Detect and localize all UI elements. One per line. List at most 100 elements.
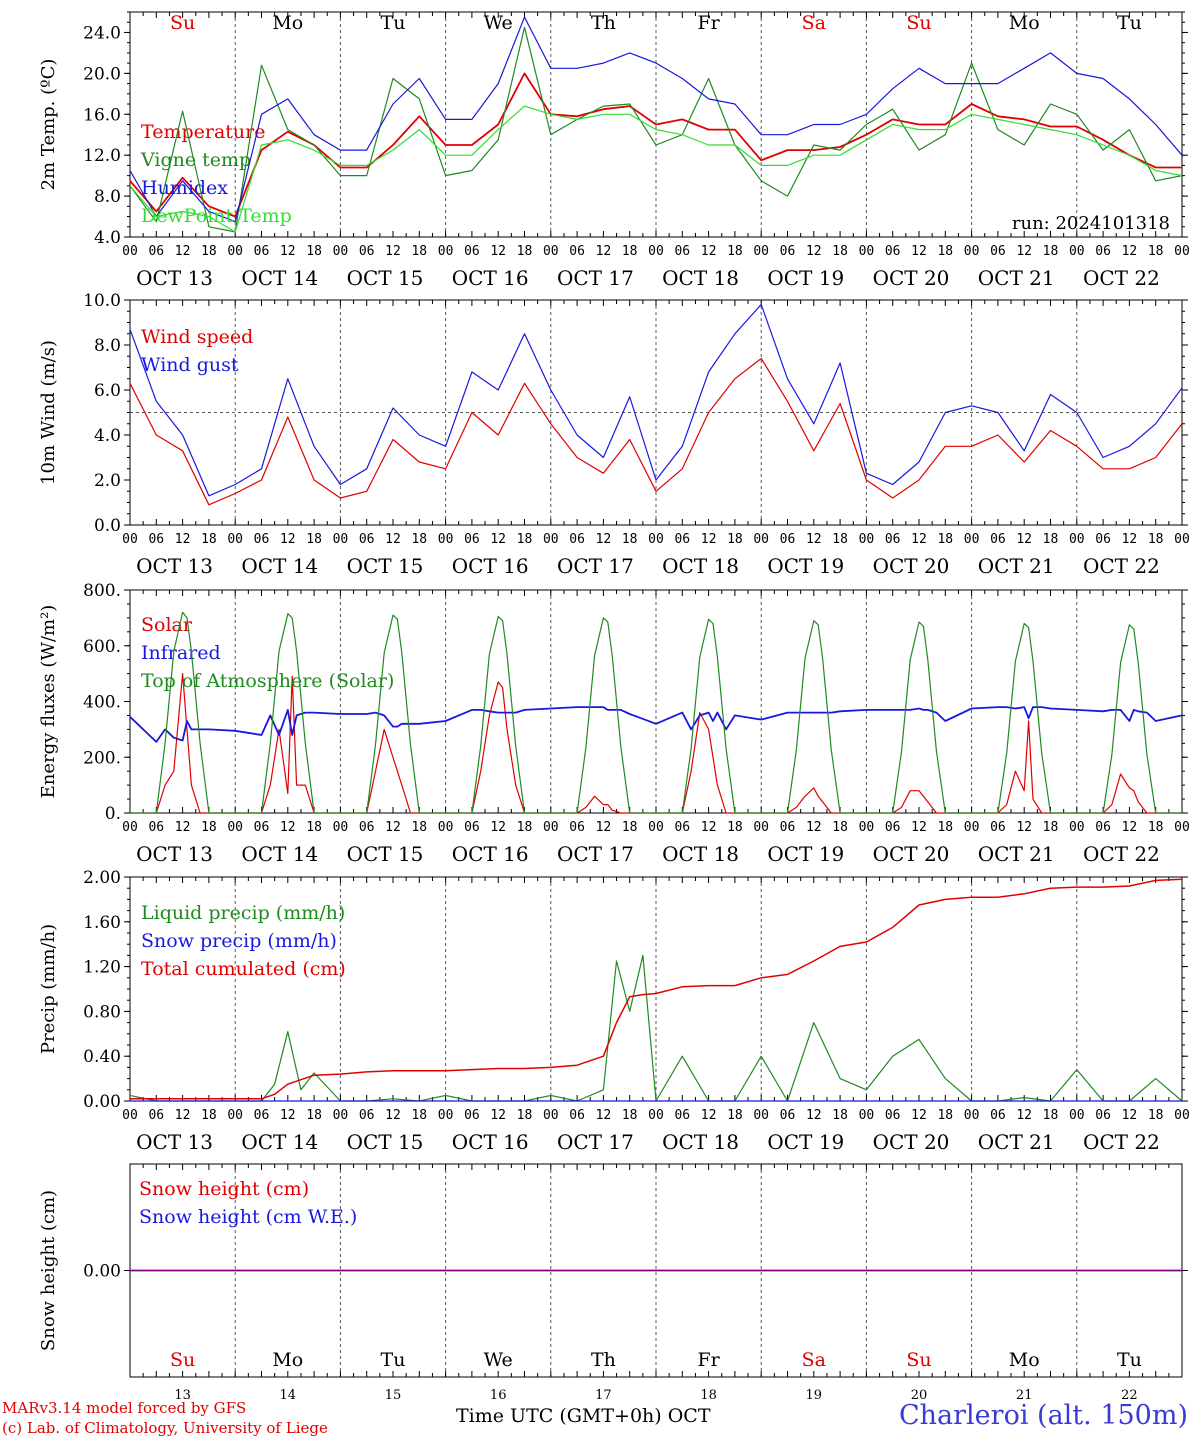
date-label: OCT 15 [347, 554, 424, 578]
hour-tick-label: 12 [806, 820, 822, 835]
hour-tick-label: 12 [175, 820, 191, 835]
legend-entry: Solar [141, 614, 193, 636]
hour-tick-label: 00 [438, 532, 454, 547]
y-tick-label: 4.0 [94, 426, 121, 446]
date-label: OCT 18 [662, 554, 739, 578]
hour-tick-label: 06 [1095, 1108, 1111, 1123]
hour-tick-label: 12 [490, 532, 506, 547]
date-label: OCT 18 [662, 266, 739, 290]
legend-entry: Infrared [141, 642, 221, 664]
hour-tick-label: 12 [1016, 820, 1032, 835]
date-label: OCT 14 [241, 554, 318, 578]
hour-tick-label: 00 [543, 1108, 559, 1123]
hour-tick-label: 06 [464, 244, 480, 259]
y-tick-label: 800. [83, 581, 121, 601]
date-label: OCT 13 [136, 842, 213, 866]
y-tick-label: 8.0 [94, 336, 121, 356]
hour-tick-label: 12 [701, 532, 717, 547]
date-label: OCT 15 [347, 1130, 424, 1154]
hour-tick-label: 18 [727, 532, 743, 547]
hour-tick-label: 12 [490, 244, 506, 259]
hour-tick-label: 06 [569, 244, 585, 259]
date-label: OCT 19 [767, 554, 844, 578]
station-name: Charleroi (alt. 150m) [899, 1400, 1188, 1431]
hour-tick-label: 06 [674, 1108, 690, 1123]
hour-tick-label: 18 [622, 532, 638, 547]
hour-tick-label: 12 [806, 1108, 822, 1123]
hour-tick-label: 12 [911, 820, 927, 835]
hour-tick-label: 00 [753, 244, 769, 259]
date-label: OCT 20 [873, 266, 950, 290]
hour-tick-label: 18 [832, 1108, 848, 1123]
date-label: OCT 18 [662, 1130, 739, 1154]
x-axis-title: Time UTC (GMT+0h) OCT [456, 1405, 711, 1427]
hour-tick-label: 00 [648, 532, 664, 547]
y-tick-label: 4.0 [94, 228, 121, 248]
day-number-label: 15 [385, 1388, 402, 1403]
date-label: OCT 19 [767, 266, 844, 290]
date-label: OCT 16 [452, 266, 529, 290]
weekday-label: Tu [1117, 1349, 1142, 1371]
hour-tick-label: 18 [622, 244, 638, 259]
hour-tick-label: 18 [832, 532, 848, 547]
date-label: OCT 22 [1083, 554, 1160, 578]
hour-tick-label: 18 [727, 1108, 743, 1123]
y-tick-label: 1.20 [83, 958, 121, 978]
hour-tick-label: 12 [701, 244, 717, 259]
hour-tick-label: 06 [464, 820, 480, 835]
date-label: OCT 20 [873, 1130, 950, 1154]
hour-tick-label: 00 [964, 1108, 980, 1123]
hour-tick-label: 06 [885, 1108, 901, 1123]
hour-tick-label: 12 [1122, 820, 1138, 835]
hour-tick-label: 06 [569, 1108, 585, 1123]
hour-tick-label: 12 [385, 244, 401, 259]
date-label: OCT 17 [557, 554, 634, 578]
hour-tick-label: 18 [727, 244, 743, 259]
hour-tick-label: 12 [175, 244, 191, 259]
series-line-top-of-atmosphere-solar- [130, 611, 1182, 814]
hour-tick-label: 00 [964, 244, 980, 259]
y-tick-label: 0.0 [94, 516, 121, 536]
hour-tick-label: 18 [727, 820, 743, 835]
hour-tick-label: 00 [753, 820, 769, 835]
date-label: OCT 19 [767, 842, 844, 866]
date-label: OCT 17 [557, 266, 634, 290]
y-tick-label: 8.0 [94, 187, 121, 207]
date-label: OCT 14 [241, 1130, 318, 1154]
hour-tick-label: 18 [411, 1108, 427, 1123]
hour-tick-label: 12 [1122, 1108, 1138, 1123]
hour-tick-label: 12 [1122, 532, 1138, 547]
date-label: OCT 16 [452, 1130, 529, 1154]
hour-tick-label: 06 [1095, 820, 1111, 835]
hour-tick-label: 18 [201, 244, 217, 259]
y-tick-label: 10.0 [83, 291, 121, 311]
date-label: OCT 13 [136, 266, 213, 290]
weekday-label: Mo [1009, 1349, 1040, 1371]
date-label: OCT 16 [452, 554, 529, 578]
day-number-label: 19 [806, 1388, 823, 1403]
hour-tick-label: 12 [806, 244, 822, 259]
y-axis-label: Snow height (cm) [38, 1190, 59, 1351]
hour-tick-label: 18 [517, 532, 533, 547]
day-number-label: 22 [1121, 1388, 1138, 1403]
hour-tick-label: 12 [596, 1108, 612, 1123]
hour-tick-label: 06 [674, 820, 690, 835]
hour-tick-label: 18 [517, 244, 533, 259]
hour-tick-label: 18 [937, 532, 953, 547]
hour-tick-label: 18 [937, 1108, 953, 1123]
hour-tick-label: 06 [569, 820, 585, 835]
hour-tick-label: 00 [1174, 820, 1190, 835]
y-axis-label: Energy fluxes (W/m²) [38, 605, 59, 799]
hour-tick-label: 12 [806, 532, 822, 547]
hour-tick-label: 18 [622, 1108, 638, 1123]
legend-entry: Total cumulated (cm) [141, 958, 346, 980]
weekday-label: Th [591, 12, 616, 34]
hour-tick-label: 12 [596, 532, 612, 547]
date-label: OCT 19 [767, 1130, 844, 1154]
hour-tick-label: 18 [1148, 1108, 1164, 1123]
hour-tick-label: 06 [254, 244, 270, 259]
weekday-label: Mo [272, 1349, 303, 1371]
date-label: OCT 21 [978, 554, 1055, 578]
y-tick-label: 0.00 [83, 1262, 121, 1282]
date-label: OCT 21 [978, 266, 1055, 290]
